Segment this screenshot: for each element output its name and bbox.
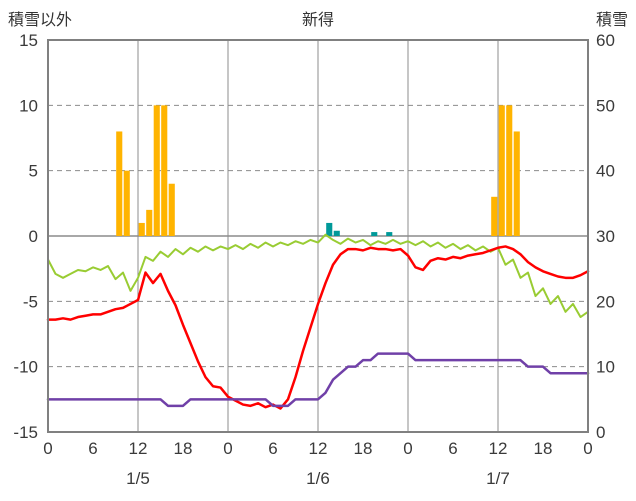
- y-right-tick-label: 30: [596, 227, 615, 246]
- orange-bars-bar: [116, 131, 123, 236]
- left-axis-title: 積雪以外: [8, 12, 73, 29]
- right-axis-title: 積雪: [595, 12, 628, 29]
- orange-bars-bar: [146, 209, 153, 236]
- teal-bars-bar: [386, 232, 393, 236]
- y-right-tick-label: 20: [596, 292, 615, 311]
- x-tick-label: 0: [403, 439, 412, 458]
- y-right-tick-label: 0: [596, 423, 605, 442]
- orange-bars-bar: [161, 105, 168, 236]
- red-line: [46, 245, 590, 410]
- y-left-tick-label: 15: [19, 31, 38, 50]
- y-left-tick-label: 0: [29, 227, 38, 246]
- teal-bars-bar: [333, 230, 340, 236]
- y-right-tick-label: 40: [596, 162, 615, 181]
- x-tick-label: 12: [309, 439, 328, 458]
- y-right-tick-label: 50: [596, 96, 615, 115]
- orange-bars-bar: [123, 170, 130, 236]
- y-left-tick-label: -5: [23, 292, 38, 311]
- y-left-tick-label: 10: [19, 96, 38, 115]
- x-tick-label: 6: [448, 439, 457, 458]
- teal-bars-bar: [371, 232, 378, 236]
- y-right-tick-label: 60: [596, 31, 615, 50]
- x-tick-label: 0: [583, 439, 592, 458]
- station-title: 新得: [301, 12, 334, 29]
- x-date-label: 1/7: [486, 469, 510, 488]
- orange-bars-bar: [138, 222, 145, 236]
- x-tick-label: 0: [223, 439, 232, 458]
- x-tick-label: 12: [129, 439, 148, 458]
- y-left-tick-label: -15: [13, 423, 38, 442]
- orange-bars-bar: [153, 105, 160, 236]
- x-tick-label: 18: [174, 439, 193, 458]
- x-date-label: 1/6: [306, 469, 330, 488]
- orange-bars-bar: [506, 105, 513, 236]
- orange-bars-bar: [491, 196, 498, 236]
- x-tick-label: 0: [43, 439, 52, 458]
- x-tick-label: 6: [88, 439, 97, 458]
- x-tick-label: 12: [489, 439, 508, 458]
- orange-bars-bar: [498, 105, 505, 236]
- x-tick-label: 18: [354, 439, 373, 458]
- orange-bars-bar: [513, 131, 520, 236]
- x-date-label: 1/5: [126, 469, 150, 488]
- orange-bars-bar: [168, 183, 175, 236]
- purple-line: [46, 352, 590, 408]
- x-tick-label: 6: [268, 439, 277, 458]
- plot-border: [47, 39, 589, 433]
- x-tick-label: 18: [534, 439, 553, 458]
- y-left-tick-label: -10: [13, 358, 38, 377]
- y-right-tick-label: 10: [596, 358, 615, 377]
- teal-bars-bar: [326, 222, 333, 236]
- y-left-tick-label: 5: [29, 162, 38, 181]
